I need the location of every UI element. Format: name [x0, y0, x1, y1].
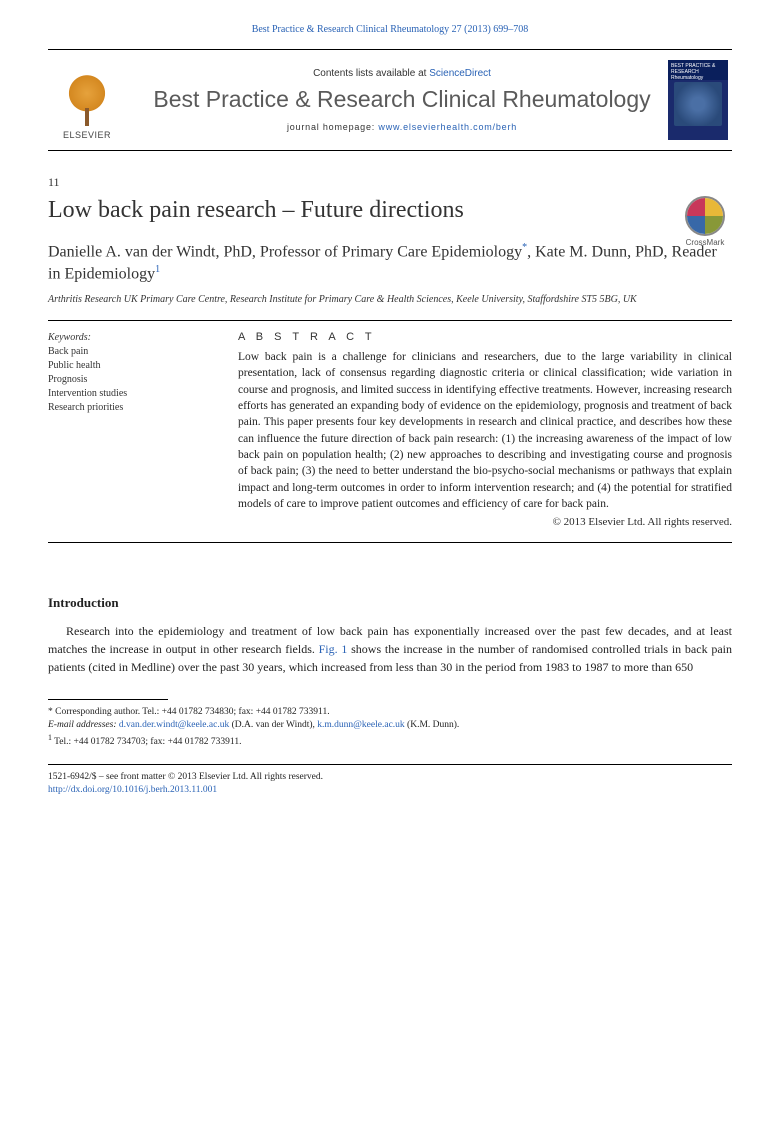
- journal-name: Best Practice & Research Clinical Rheuma…: [136, 85, 668, 114]
- cover-title: BEST PRACTICE & RESEARCH Rheumatology: [671, 63, 725, 81]
- footnote-1: 1 Tel.: +44 01782 734703; fax: +44 01782…: [48, 732, 732, 749]
- keyword-item: Back pain: [48, 345, 220, 359]
- header-center: Contents lists available at ScienceDirec…: [136, 68, 668, 132]
- affiliation: Arthritis Research UK Primary Care Centr…: [48, 293, 732, 307]
- email-footnote: E-mail addresses: d.van.der.windt@keele.…: [48, 719, 732, 732]
- issn-copyright-line: 1521-6942/$ – see front matter © 2013 El…: [48, 771, 732, 784]
- cover-image-icon: [674, 82, 722, 126]
- crossmark-icon: [685, 196, 725, 236]
- article-meta: 11 Low back pain research – Future direc…: [48, 175, 732, 306]
- footer-separator: [48, 764, 732, 765]
- author-1: Danielle A. van der Windt, PhD, Professo…: [48, 243, 522, 260]
- contents-line: Contents lists available at ScienceDirec…: [136, 68, 668, 79]
- abstract-block: Keywords: Back pain Public health Progno…: [48, 331, 732, 528]
- homepage-line: journal homepage: www.elsevierhealth.com…: [136, 122, 668, 132]
- email-person-1: (D.A. van der Windt),: [229, 720, 317, 730]
- keyword-item: Intervention studies: [48, 387, 220, 401]
- homepage-link[interactable]: www.elsevierhealth.com/berh: [378, 122, 517, 132]
- doi-link[interactable]: http://dx.doi.org/10.1016/j.berh.2013.11…: [48, 785, 217, 795]
- contents-prefix: Contents lists available at: [313, 68, 429, 79]
- article-title: Low back pain research – Future directio…: [48, 196, 732, 225]
- elsevier-tree-icon: [59, 72, 115, 128]
- crossmark-label: CrossMark: [678, 238, 732, 247]
- footnote-separator: [48, 699, 168, 700]
- footnote-1-mark: 1: [48, 733, 52, 742]
- keyword-item: Research priorities: [48, 401, 220, 415]
- sciencedirect-link[interactable]: ScienceDirect: [429, 68, 491, 79]
- keyword-item: Public health: [48, 359, 220, 373]
- elsevier-logo: ELSEVIER: [52, 60, 122, 140]
- journal-reference: Best Practice & Research Clinical Rheuma…: [0, 0, 780, 49]
- homepage-prefix: journal homepage:: [287, 122, 378, 132]
- footnote-1-marker: 1: [155, 264, 160, 275]
- email-person-2: (K.M. Dunn).: [405, 720, 460, 730]
- abstract-text: Low back pain is a challenge for clinici…: [238, 349, 732, 512]
- footnotes: * Corresponding author. Tel.: +44 01782 …: [48, 706, 732, 750]
- introduction-paragraph: Research into the epidemiology and treat…: [48, 623, 732, 676]
- journal-header: ELSEVIER Contents lists available at Sci…: [48, 49, 732, 151]
- email-link-2[interactable]: k.m.dunn@keele.ac.uk: [317, 720, 404, 730]
- divider: [48, 542, 732, 543]
- corresponding-author-footnote: * Corresponding author. Tel.: +44 01782 …: [48, 706, 732, 719]
- divider: [48, 320, 732, 321]
- article-number: 11: [48, 175, 732, 190]
- elsevier-label: ELSEVIER: [63, 130, 111, 140]
- emails-label: E-mail addresses:: [48, 720, 119, 730]
- journal-cover-thumbnail: BEST PRACTICE & RESEARCH Rheumatology: [668, 60, 728, 140]
- abstract-copyright: © 2013 Elsevier Ltd. All rights reserved…: [238, 516, 732, 528]
- figure-1-link[interactable]: Fig. 1: [319, 642, 348, 656]
- email-link-1[interactable]: d.van.der.windt@keele.ac.uk: [119, 720, 229, 730]
- footnote-1-text: Tel.: +44 01782 734703; fax: +44 01782 7…: [54, 737, 241, 747]
- crossmark-badge[interactable]: CrossMark: [678, 196, 732, 247]
- keywords-column: Keywords: Back pain Public health Progno…: [48, 331, 238, 528]
- section-heading-introduction: Introduction: [48, 595, 732, 611]
- abstract-heading: A B S T R A C T: [238, 331, 732, 343]
- abstract-column: A B S T R A C T Low back pain is a chall…: [238, 331, 732, 528]
- keywords-heading: Keywords:: [48, 331, 220, 345]
- keyword-item: Prognosis: [48, 373, 220, 387]
- footer: 1521-6942/$ – see front matter © 2013 El…: [48, 771, 732, 798]
- authors: Danielle A. van der Windt, PhD, Professo…: [48, 241, 732, 285]
